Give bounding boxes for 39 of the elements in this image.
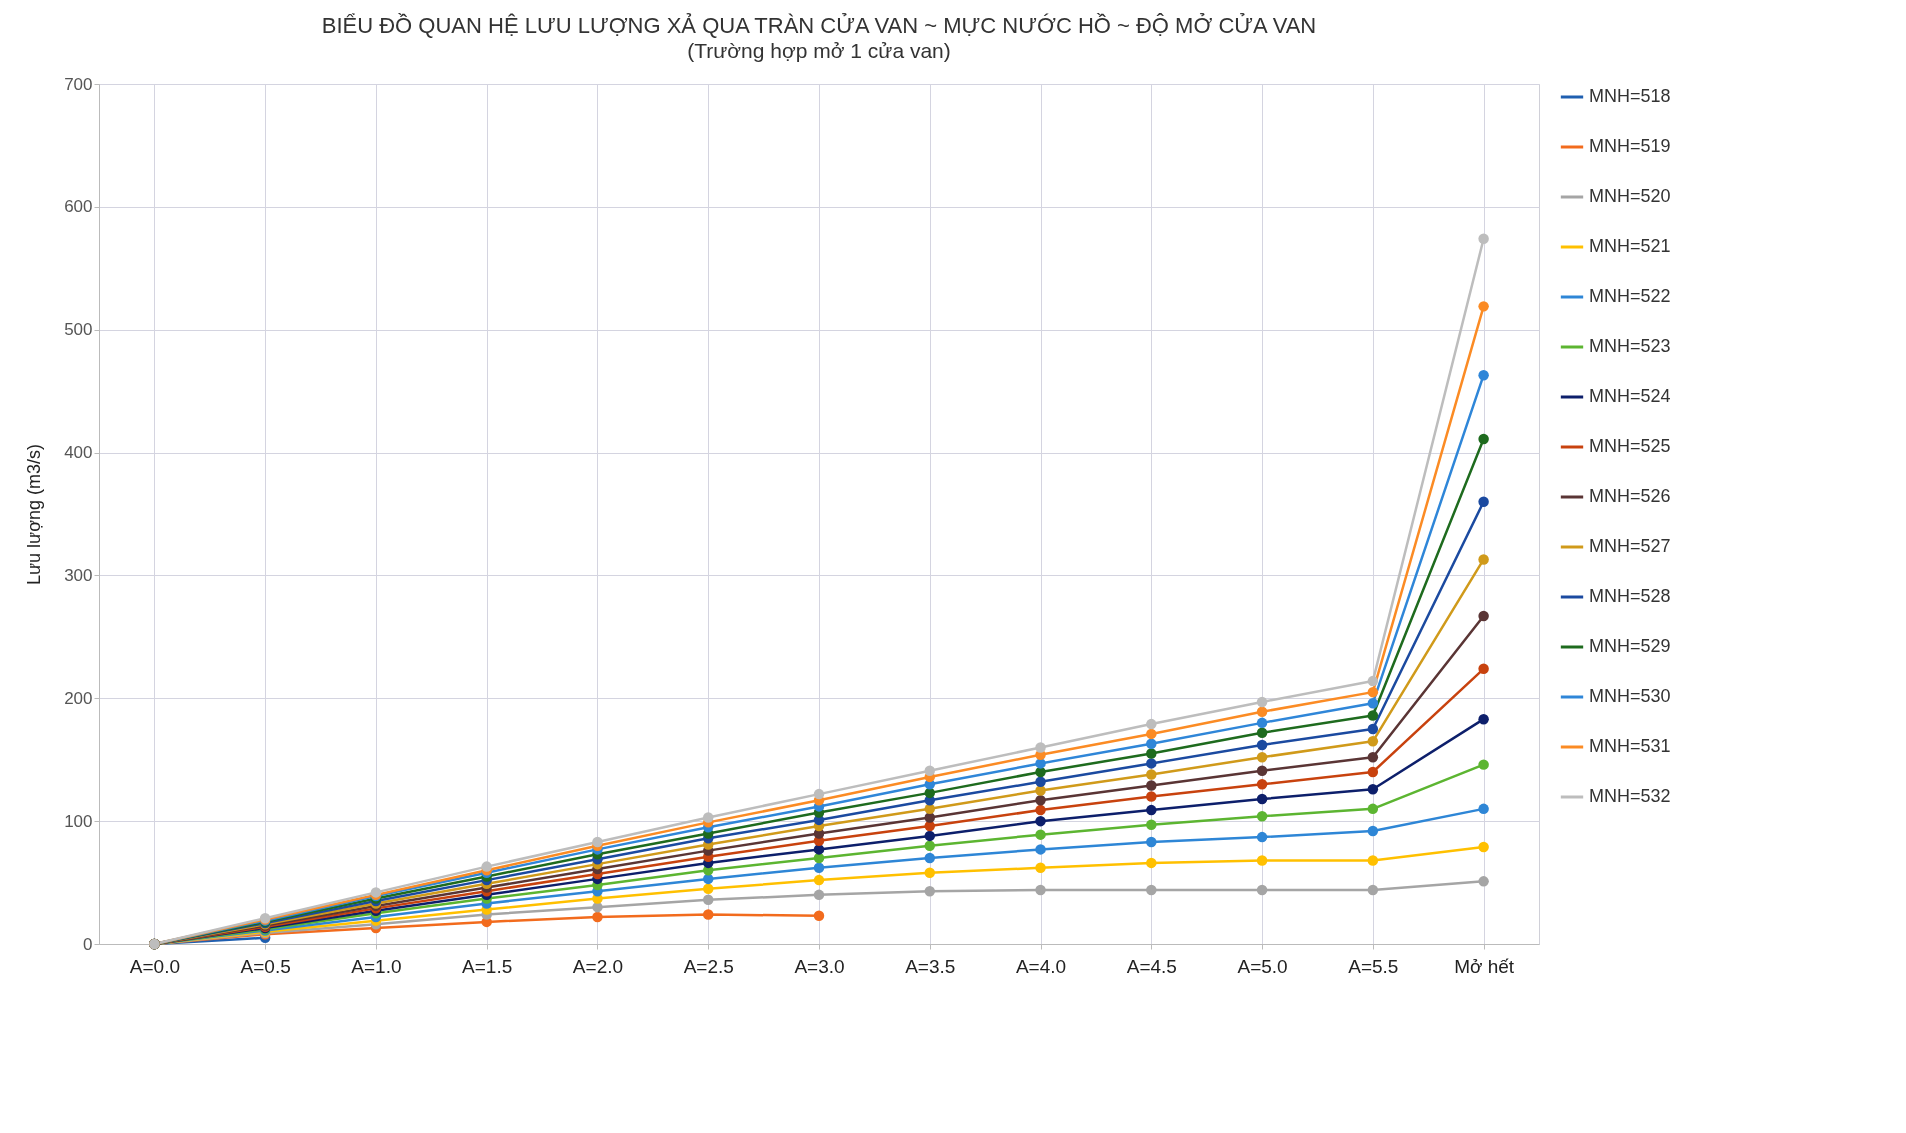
y-tick-label: 500 [64,320,93,340]
x-tick-label: A=3.0 [794,955,845,977]
legend-label: MNH=528 [1589,586,1671,606]
legend-label: MNH=523 [1589,336,1671,356]
x-tick-label: Mở hết [1454,955,1515,977]
x-tick-label: A=5.5 [1348,955,1399,977]
x-tick-label: A=2.0 [572,955,624,977]
legend-label: MNH=532 [1589,786,1671,806]
legend-label: MNH=524 [1589,386,1671,406]
chart-title: BIỂU ĐỒ QUAN HỆ LƯU LƯỢNG XẢ QUA TRÀN CỬA VAN ~ MỰC NƯỚC HỒ ~ ĐỘ MỞ CỬA VAN [321,13,1317,38]
x-tick-label: A=0.5 [240,955,291,977]
x-tick-label: A=4.0 [1015,955,1067,977]
legend-label: MNH=527 [1589,536,1671,556]
y-tick-label: 0 [83,934,93,954]
y-tick-label: 300 [64,565,93,585]
legend-label: MNH=531 [1589,736,1671,756]
x-tick-label: A=1.0 [351,955,402,977]
legend-label: MNH=518 [1589,86,1671,106]
x-tick-label: A=1.5 [462,955,513,977]
legend-label: MNH=530 [1589,686,1671,706]
legend-label: MNH=526 [1589,486,1671,506]
legend-label: MNH=520 [1589,186,1671,206]
y-tick-label: 600 [64,197,93,217]
y-tick-label: 700 [64,74,93,94]
legend-label: MNH=525 [1589,436,1671,456]
legend-label: MNH=521 [1589,236,1671,256]
x-tick-label: A=5.0 [1237,955,1288,977]
x-tick-label: A=4.5 [1126,955,1177,977]
x-tick-label: A=2.5 [683,955,734,977]
x-tick-label: A=3.5 [905,955,956,977]
y-tick-label: 100 [64,811,93,831]
legend-label: MNH=522 [1589,286,1671,306]
legend-label: MNH=519 [1589,136,1671,156]
y-tick-label: 200 [64,688,93,708]
y-tick-label: 400 [64,443,93,463]
x-tick-label: A=0.0 [129,955,180,977]
y-axis-title: Lưu lượng (m3/s) [24,444,45,585]
legend-label: MNH=529 [1589,636,1671,656]
chart-subtitle: (Trường hợp mở 1 cửa van) [687,39,951,62]
